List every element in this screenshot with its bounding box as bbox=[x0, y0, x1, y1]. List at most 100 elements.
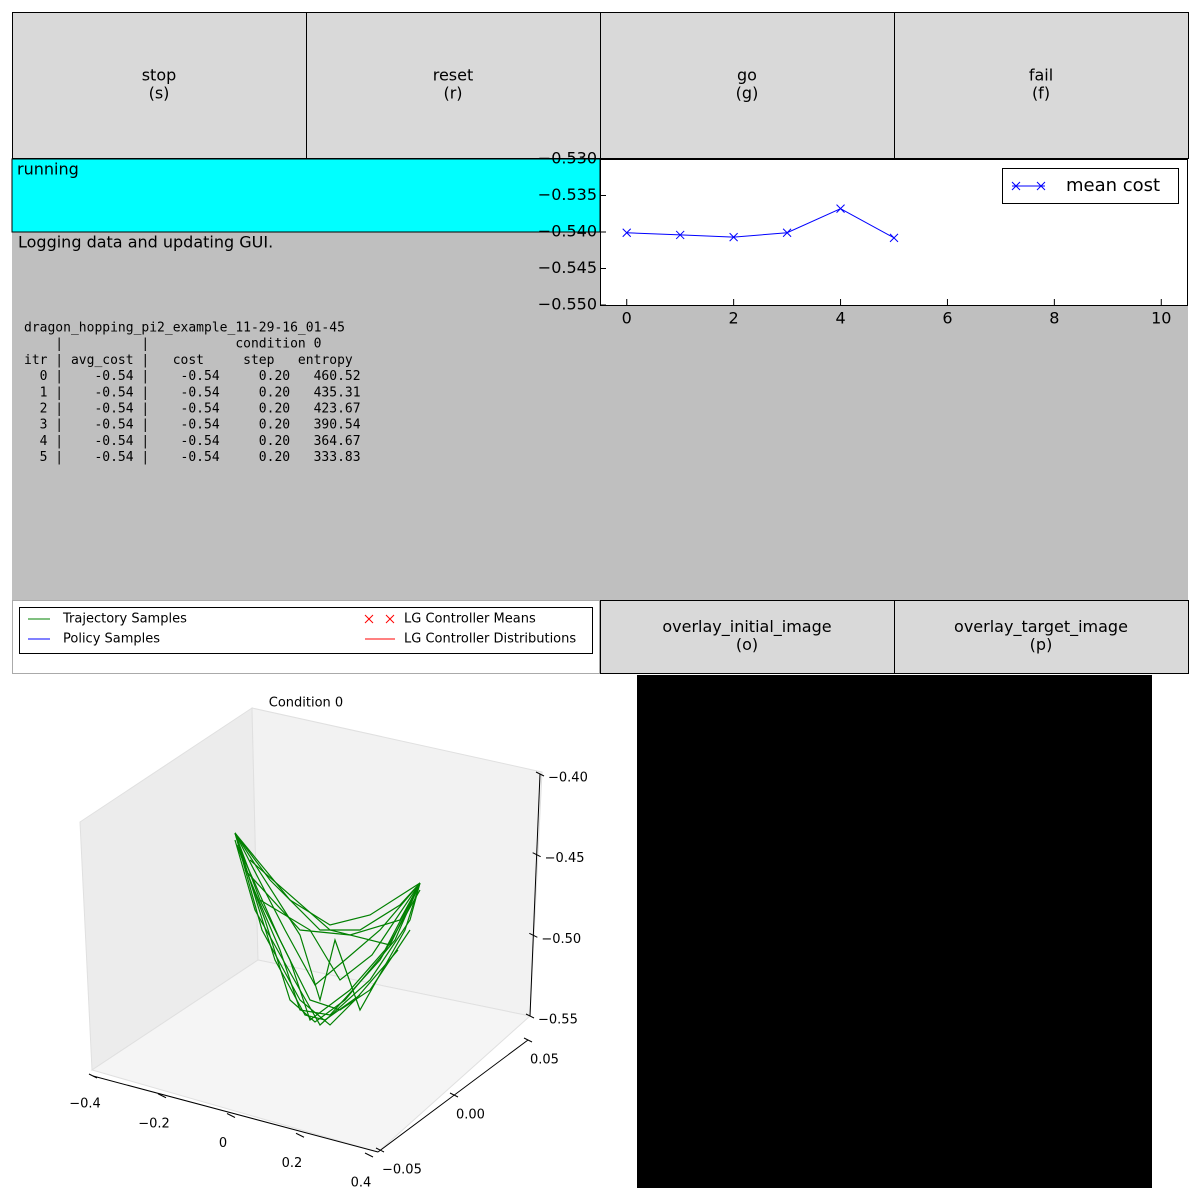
legend-label: Trajectory Samples bbox=[62, 612, 187, 627]
log-line: itr | avg_cost | cost step entropy bbox=[24, 353, 353, 368]
button-key: (o) bbox=[736, 635, 758, 654]
point-marker bbox=[782, 228, 792, 238]
x-tick-label: 10 bbox=[1151, 309, 1171, 328]
trajectory bbox=[249, 859, 421, 946]
trajectory bbox=[234, 832, 421, 926]
x-tick-label: 4 bbox=[835, 309, 845, 328]
button[interactable] bbox=[12, 12, 307, 159]
log-line: 0 | -0.54 | -0.54 0.20 460.52 bbox=[24, 369, 361, 384]
panes bbox=[79, 707, 543, 1153]
y-tick-label: 0.05 bbox=[530, 1053, 559, 1068]
z-tick bbox=[529, 932, 538, 938]
y-tick-label: −0.05 bbox=[382, 1163, 422, 1178]
button-label: fail bbox=[1029, 66, 1053, 85]
log-line: 2 | -0.54 | -0.54 0.20 423.67 bbox=[24, 402, 361, 417]
point-marker bbox=[622, 228, 632, 238]
legend-label: LG Controller Distributions bbox=[404, 632, 576, 647]
y-tick-label: −0.535 bbox=[538, 185, 597, 204]
button[interactable] bbox=[306, 12, 601, 159]
y-tick bbox=[449, 1092, 459, 1098]
x-tick bbox=[295, 1132, 305, 1138]
z-tick bbox=[532, 852, 541, 858]
trajectory bbox=[234, 839, 421, 1026]
x-tick bbox=[157, 1093, 167, 1099]
trajectory bbox=[234, 832, 421, 1012]
z-tick-label: −0.50 bbox=[541, 932, 581, 947]
button-label: go bbox=[737, 66, 757, 85]
status-box bbox=[11, 158, 601, 233]
log-line: 3 | -0.54 | -0.54 0.20 390.54 bbox=[24, 418, 361, 433]
button-label: reset bbox=[433, 66, 474, 85]
log-line: 1 | -0.54 | -0.54 0.20 435.31 bbox=[24, 385, 361, 400]
legend-marker bbox=[364, 614, 374, 624]
trajectory bbox=[234, 832, 361, 1021]
trajectory bbox=[236, 844, 421, 1023]
y-tick-label: −0.545 bbox=[538, 258, 597, 277]
x-tick-label: 6 bbox=[942, 309, 952, 328]
trajectory-samples bbox=[234, 832, 421, 1026]
point-marker bbox=[889, 233, 899, 243]
axis-line bbox=[377, 1039, 529, 1153]
y-tick-label: −0.550 bbox=[538, 295, 597, 314]
x-tick-label: 2 bbox=[729, 309, 739, 328]
legend-box bbox=[19, 607, 593, 654]
button[interactable] bbox=[600, 12, 895, 159]
message-text: Logging data and updating GUI. bbox=[18, 233, 273, 252]
button-key: (r) bbox=[443, 84, 462, 103]
legend-label: mean cost bbox=[1066, 175, 1160, 196]
x-tick-label: 0.4 bbox=[351, 1176, 372, 1191]
z-tick-label: −0.40 bbox=[548, 771, 588, 786]
point-marker bbox=[675, 230, 685, 240]
trajectory bbox=[234, 832, 399, 1026]
y-tick-label: −0.530 bbox=[538, 149, 597, 168]
camera-image bbox=[637, 675, 1152, 1188]
x-tick-label: 0 bbox=[219, 1136, 227, 1151]
x-tick-label: 0.2 bbox=[282, 1156, 303, 1171]
z-tick-label: −0.55 bbox=[538, 1013, 578, 1028]
log-line: 4 | -0.54 | -0.54 0.20 364.67 bbox=[24, 434, 361, 449]
y-tick-label: 0.00 bbox=[456, 1108, 485, 1123]
button-label: overlay_initial_image bbox=[662, 617, 831, 637]
y-tick-label: −0.540 bbox=[538, 222, 597, 241]
series-line bbox=[626, 208, 895, 239]
z-tick-label: −0.45 bbox=[545, 851, 585, 866]
plot3d-title: Condition 0 bbox=[269, 696, 343, 711]
button[interactable] bbox=[894, 12, 1189, 159]
button[interactable] bbox=[894, 600, 1189, 674]
x-tick bbox=[364, 1152, 374, 1158]
axis-line bbox=[529, 773, 541, 1017]
z-tick bbox=[525, 1013, 535, 1019]
log-line: | | condition 0 bbox=[24, 337, 321, 352]
button[interactable] bbox=[600, 600, 895, 674]
button-key: (s) bbox=[149, 84, 170, 103]
x-tick-label: 8 bbox=[1049, 309, 1059, 328]
point-marker bbox=[836, 204, 845, 213]
button-label: overlay_target_image bbox=[954, 617, 1128, 637]
legend-marker bbox=[385, 614, 395, 624]
y-tick bbox=[523, 1037, 533, 1043]
legend-label: Policy Samples bbox=[63, 632, 160, 647]
legend-marker bbox=[1011, 181, 1021, 191]
x-tick-label: 0 bbox=[622, 309, 632, 328]
x-tick bbox=[88, 1073, 98, 1079]
log-line: 5 | -0.54 | -0.54 0.20 333.83 bbox=[24, 450, 361, 465]
button-key: (f) bbox=[1032, 84, 1050, 103]
button-label: stop bbox=[142, 66, 177, 85]
trajectory bbox=[259, 882, 421, 981]
trajectory bbox=[234, 832, 421, 986]
y-tick bbox=[375, 1147, 385, 1153]
log-line: dragon_hopping_pi2_example_11-29-16_01-4… bbox=[24, 321, 345, 336]
status-text: running bbox=[17, 160, 79, 179]
x-tick bbox=[226, 1113, 236, 1118]
legend-label: LG Controller Means bbox=[404, 612, 536, 627]
point-marker bbox=[729, 232, 738, 242]
z-tick bbox=[535, 771, 545, 777]
x-tick-label: −0.4 bbox=[69, 1097, 101, 1112]
x-tick-label: −0.2 bbox=[138, 1116, 170, 1131]
axis-line bbox=[92, 1075, 379, 1153]
legend-marker bbox=[1036, 181, 1046, 191]
button-key: (p) bbox=[1030, 635, 1053, 654]
button-key: (g) bbox=[736, 84, 759, 103]
